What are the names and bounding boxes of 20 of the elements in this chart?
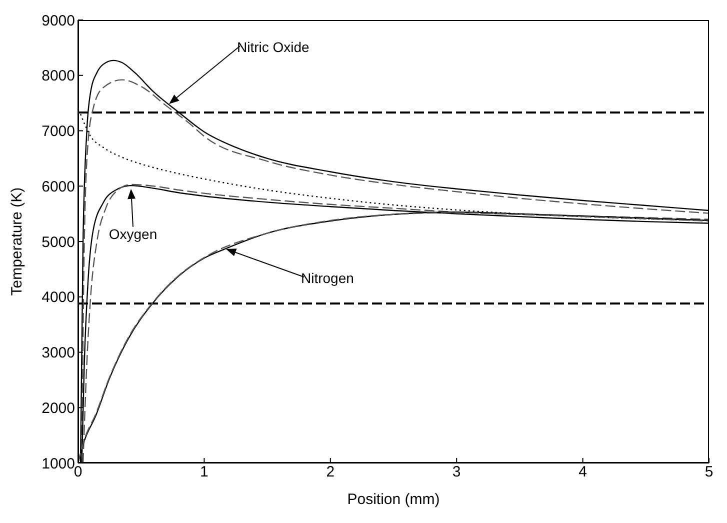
x-tick-label: 3 (452, 464, 461, 481)
annotation: Nitric Oxide (237, 39, 310, 55)
x-tick-label: 2 (326, 464, 335, 481)
y-tick-label: 3000 (42, 344, 75, 362)
y-tick-label: 7000 (42, 123, 75, 140)
y-tick-label: 4000 (42, 289, 75, 306)
x-tick-label: 5 (704, 464, 714, 481)
x-tick-label: 4 (578, 464, 587, 481)
y-tick-label: 9000 (42, 12, 75, 30)
x-tick-label: 0 (74, 464, 82, 481)
x-axis-title: Position (mm) (346, 491, 441, 508)
annotation: Nitrogen (301, 270, 354, 286)
annotation: Oxygen (108, 226, 158, 242)
y-tick-label: 5000 (42, 234, 75, 251)
y-tick-label: 8000 (42, 68, 75, 85)
y-tick-label: 1000 (42, 455, 75, 472)
y-axis-title: Temperature (K) (8, 187, 26, 296)
y-tick-label: 6000 (42, 178, 75, 196)
y-tick-label: 2000 (42, 400, 75, 417)
x-tick-label: 1 (200, 464, 208, 481)
